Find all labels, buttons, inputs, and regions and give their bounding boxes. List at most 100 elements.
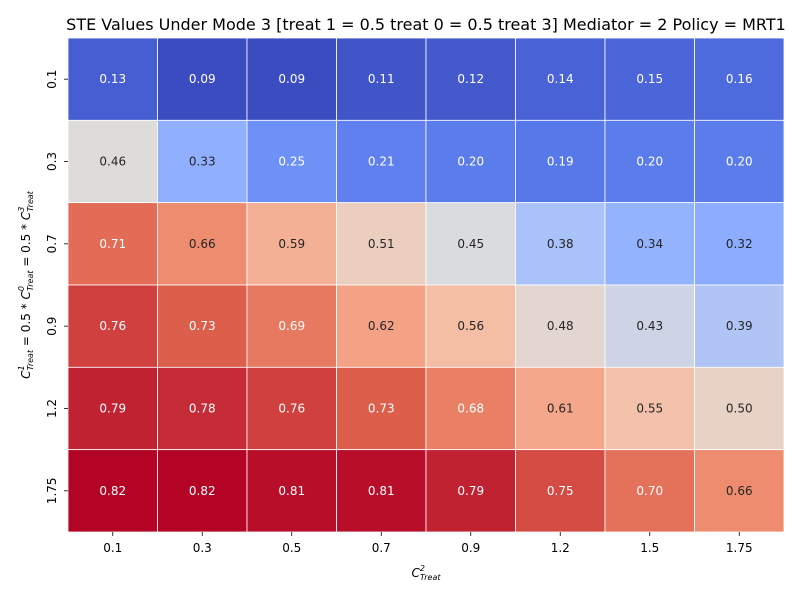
cell-value-label: 0.82 — [189, 484, 216, 498]
cell-value-label: 0.81 — [368, 484, 395, 498]
cell-value-label: 0.76 — [99, 319, 126, 333]
cell-value-label: 0.39 — [726, 319, 753, 333]
heatmap-cell — [157, 449, 248, 533]
cell-value-label: 0.34 — [636, 237, 663, 251]
heatmap-cell — [336, 284, 427, 368]
y-axis-label: C1Treat​ = 0.5 * C0Treat​ = 0.5 * C3Trea… — [17, 190, 35, 379]
heatmap-cell — [246, 366, 337, 451]
cell-value-label: 0.13 — [99, 72, 126, 86]
cell-value-label: 0.66 — [189, 237, 216, 251]
cell-value-label: 0.79 — [99, 402, 126, 416]
heatmap-cell — [246, 202, 337, 286]
heatmap-cell — [604, 119, 695, 204]
heatmap-cell — [425, 119, 516, 204]
heatmap-cell — [336, 119, 427, 204]
heatmap-cell — [246, 284, 337, 368]
cell-value-label: 0.73 — [368, 402, 395, 416]
heatmap-cell — [694, 202, 785, 286]
heatmap-cell — [515, 202, 606, 286]
heatmap-cell — [336, 202, 427, 286]
heatmap-cell — [604, 366, 695, 451]
heatmap-cell — [604, 202, 695, 286]
cell-value-label: 0.69 — [278, 319, 305, 333]
cell-value-label: 0.71 — [99, 237, 126, 251]
cell-value-label: 0.66 — [726, 484, 753, 498]
cell-value-label: 0.43 — [636, 319, 663, 333]
cell-value-label: 0.46 — [99, 155, 126, 169]
heatmap-cell — [67, 202, 158, 286]
cell-value-label: 0.73 — [189, 319, 216, 333]
heatmap-cell — [157, 202, 248, 286]
heatmap-cell — [157, 37, 248, 121]
cell-value-label: 0.32 — [726, 237, 753, 251]
cell-value-label: 0.55 — [636, 402, 663, 416]
cell-value-label: 0.09 — [278, 72, 305, 86]
heatmap-cell — [336, 366, 427, 451]
heatmap-cell — [157, 119, 248, 204]
cell-value-label: 0.48 — [547, 319, 574, 333]
cell-value-label: 0.56 — [457, 319, 484, 333]
y-tick-label: 0.9 — [45, 317, 59, 336]
chart-title: STE Values Under Mode 3 [treat 1 = 0.5 t… — [66, 15, 786, 34]
heatmap-cell — [604, 284, 695, 368]
heatmap-cell — [336, 37, 427, 121]
x-tick-label: 1.75 — [726, 541, 753, 555]
heatmap-cell — [425, 284, 516, 368]
heatmap-cell — [694, 366, 785, 451]
heatmap-cell — [425, 37, 516, 121]
cell-value-label: 0.11 — [368, 72, 395, 86]
cell-value-label: 0.82 — [99, 484, 126, 498]
cell-value-label: 0.50 — [726, 402, 753, 416]
cell-value-label: 0.16 — [726, 72, 753, 86]
y-tick-label: 1.2 — [45, 399, 59, 418]
heatmap-cell — [694, 449, 785, 533]
heatmap-cell — [694, 37, 785, 121]
cell-value-label: 0.81 — [278, 484, 305, 498]
x-tick-label: 1.2 — [551, 541, 570, 555]
cell-value-label: 0.70 — [636, 484, 663, 498]
y-tick-labels: 0.1 0.3 0.7 0.9 1.2 1.75 — [45, 70, 68, 504]
heatmap-cell — [67, 284, 158, 368]
cell-value-label: 0.62 — [368, 319, 395, 333]
x-tick-label: 1.5 — [640, 541, 659, 555]
cell-value-label: 0.20 — [457, 155, 484, 169]
x-tick-label: 0.7 — [372, 541, 391, 555]
x-tick-label: 0.9 — [461, 541, 480, 555]
cell-value-label: 0.25 — [278, 155, 305, 169]
cell-value-label: 0.59 — [278, 237, 305, 251]
cell-value-label: 0.76 — [278, 402, 305, 416]
x-tick-labels: 0.1 0.3 0.5 0.7 0.9 1.2 1.5 1.75 — [103, 532, 753, 555]
y-tick-label: 0.7 — [45, 234, 59, 253]
heatmap-cell — [246, 37, 337, 121]
cell-value-label: 0.20 — [726, 155, 753, 169]
heatmap-cell — [515, 37, 606, 121]
cell-value-label: 0.12 — [457, 72, 484, 86]
heatmap-cell — [515, 449, 606, 533]
heatmap-cell — [515, 366, 606, 451]
heatmap-cell — [515, 119, 606, 204]
cell-value-label: 0.33 — [189, 155, 216, 169]
heatmap-cell — [694, 119, 785, 204]
heatmap-cells: 0.13 0.09 0.09 0.11 0.12 0.14 0.15 0.16 0.46 0.33… — [67, 37, 785, 533]
x-tick-label: 0.1 — [103, 541, 122, 555]
cell-value-label: 0.51 — [368, 237, 395, 251]
y-tick-label: 1.75 — [45, 477, 59, 504]
cell-value-label: 0.20 — [636, 155, 663, 169]
heatmap-cell — [425, 449, 516, 533]
heatmap-cell — [246, 449, 337, 533]
heatmap-cell — [67, 37, 158, 121]
cell-value-label: 0.78 — [189, 402, 216, 416]
x-tick-label: 0.3 — [193, 541, 212, 555]
heatmap-cell — [425, 366, 516, 451]
cell-value-label: 0.15 — [636, 72, 663, 86]
cell-value-label: 0.79 — [457, 484, 484, 498]
cell-value-label: 0.19 — [547, 155, 574, 169]
cell-value-label: 0.14 — [547, 72, 574, 86]
cell-value-label: 0.45 — [457, 237, 484, 251]
cell-value-label: 0.68 — [457, 402, 484, 416]
heatmap-cell — [604, 449, 695, 533]
cell-value-label: 0.61 — [547, 402, 574, 416]
heatmap-cell — [425, 202, 516, 286]
